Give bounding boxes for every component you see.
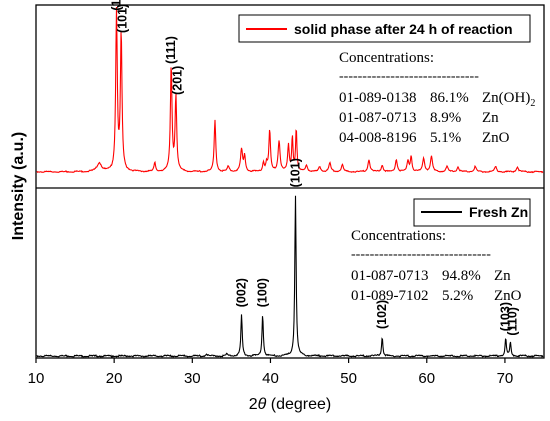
x-tick-label: 70 xyxy=(497,370,514,387)
concentration-code: 04-008-8196 xyxy=(339,130,417,146)
concentration-percent: 5.2% xyxy=(442,288,473,304)
concentration-percent: 86.1% xyxy=(430,90,469,106)
concentration-code: 01-089-0138 xyxy=(339,90,417,106)
concentration-percent: 8.9% xyxy=(430,110,461,126)
x-axis-label-theta: θ xyxy=(258,396,267,413)
peak-label: (201) xyxy=(170,66,184,95)
top-series-line xyxy=(36,6,544,174)
concentration-code: 01-089-7102 xyxy=(351,288,429,304)
concentration-percent: 94.8% xyxy=(442,268,481,284)
concentration-code: 01-087-0713 xyxy=(339,110,417,126)
concentration-phase-formula: ZnO xyxy=(482,130,510,146)
x-tick-label: 20 xyxy=(106,370,123,387)
peak-label: (101) xyxy=(116,4,130,33)
top-concentrations-rule: ------------------------------ xyxy=(339,69,479,84)
concentration-phase-subscript: 2 xyxy=(530,98,535,109)
peak-label: (101) xyxy=(288,158,302,187)
x-ticks: 10 20 30 40 50 60 70 xyxy=(28,358,514,387)
peak-label: (100) xyxy=(256,278,270,307)
peak-label: (111) xyxy=(164,36,178,64)
peak-labels: (110)(101)(111)(201)(002)(100)(101)(102)… xyxy=(109,0,519,336)
concentration-phase: Zn(OH)2 xyxy=(482,90,535,109)
concentration-phase: Zn xyxy=(482,110,499,126)
concentration-phase: Zn xyxy=(494,268,511,284)
x-tick-label: 10 xyxy=(28,370,45,387)
x-axis-label-prefix: 2 xyxy=(249,396,258,413)
x-tick-label: 50 xyxy=(340,370,357,387)
peak-label: (002) xyxy=(235,278,249,307)
concentration-phase-formula: ZnO xyxy=(494,288,522,304)
concentration-phase-formula: Zn xyxy=(482,110,499,126)
concentration-percent: 5.1% xyxy=(430,130,461,146)
peak-label: (103) xyxy=(499,302,513,331)
top-series-group xyxy=(36,6,544,174)
top-concentrations-table: 01-089-0138 86.1% Zn(OH)2 01-087-0713 8.9% Zn… xyxy=(339,90,535,146)
x-axis-label: 2θ (degree) xyxy=(249,396,332,413)
peak-label: (110) xyxy=(109,0,123,11)
x-tick-label: 40 xyxy=(262,370,279,387)
concentration-code: 01-087-0713 xyxy=(351,268,429,284)
x-axis-label-suffix: (degree) xyxy=(266,396,331,413)
concentration-phase-formula: Zn xyxy=(494,268,511,284)
peak-label: (110) xyxy=(506,307,520,336)
bottom-legend-label: Fresh Zn xyxy=(469,204,528,220)
bottom-concentrations-rule: ------------------------------ xyxy=(351,247,491,262)
bottom-series-line xyxy=(36,195,544,358)
x-tick-label: 30 xyxy=(184,370,201,387)
top-legend-box xyxy=(238,14,531,43)
top-concentrations-title: Concentrations: xyxy=(339,50,434,66)
concentration-phase: ZnO xyxy=(494,288,522,304)
bottom-concentrations-table: 01-087-0713 94.8% Zn 01-089-7102 5.2% ZnO xyxy=(351,268,522,304)
top-legend-label: solid phase after 24 h of reaction xyxy=(294,21,513,37)
concentration-phase: ZnO xyxy=(482,130,510,146)
y-axis-label: Intensity (a.u.) xyxy=(10,132,27,240)
x-tick-label: 60 xyxy=(418,370,435,387)
concentration-phase-formula: Zn(OH) xyxy=(482,90,530,106)
plot-frame xyxy=(35,4,545,359)
peak-label: (102) xyxy=(375,300,389,329)
bottom-series-group xyxy=(36,195,544,358)
bottom-concentrations-title: Concentrations: xyxy=(351,228,446,244)
